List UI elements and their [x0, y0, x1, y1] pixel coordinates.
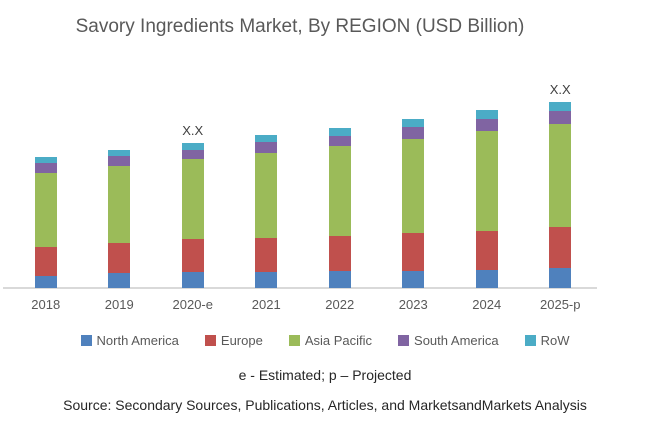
value-label-2025-p: X.X — [549, 81, 571, 97]
x-axis-label-2020-e: 2020-e — [172, 297, 213, 312]
bar-segment-south-america-2019 — [108, 156, 131, 166]
x-axis-label-2021: 2021 — [251, 297, 281, 312]
bar-segment-europe-2022 — [328, 236, 351, 271]
chart-title: Savory Ingredients Market, By REGION (US… — [75, 16, 525, 37]
bar-segment-south-america-2023 — [402, 127, 425, 139]
bar-segment-north-america-2022 — [328, 271, 351, 288]
bar-segment-europe-2019 — [108, 243, 131, 273]
bar-segment-north-america-2019 — [108, 273, 131, 288]
bar-segment-europe-2024 — [475, 231, 498, 270]
legend-swatch-icon — [80, 335, 92, 346]
bar-segment-north-america-2018 — [34, 276, 57, 288]
bar-segment-south-america-2025-p — [549, 111, 572, 124]
x-axis-label-2023: 2023 — [398, 297, 428, 312]
bar-segment-row-2020-e — [181, 142, 204, 150]
source-note: Source: Secondary Sources, Publications,… — [63, 397, 587, 413]
bar-segment-asia-pacific-2023 — [402, 138, 425, 233]
legend: North America Europe Asia Pacific South Ame… — [0, 333, 650, 348]
legend-swatch-icon — [524, 335, 536, 346]
bar-segment-south-america-2020-e — [181, 149, 204, 159]
bar-segment-row-2025-p — [549, 101, 572, 111]
bar-segment-north-america-2023 — [402, 271, 425, 288]
legend-item-north-america: North America — [80, 333, 179, 348]
legend-label: RoW — [540, 333, 570, 348]
legend-label: North America — [96, 333, 179, 348]
x-axis-label-2025-p: 2025-p — [540, 297, 581, 312]
bar-segment-north-america-2020-e — [181, 272, 204, 288]
bar-segment-north-america-2021 — [255, 272, 278, 288]
bar-segment-europe-2025-p — [549, 227, 572, 268]
legend-label: South America — [414, 333, 499, 348]
bar-segment-south-america-2022 — [328, 135, 351, 146]
bar-segment-south-america-2018 — [34, 162, 57, 173]
legend-item-europe: Europe — [204, 333, 263, 348]
value-label-2020-e: X.X — [182, 122, 204, 138]
bar-segment-asia-pacific-2018 — [34, 173, 57, 247]
x-axis-label-2018: 2018 — [31, 297, 61, 312]
x-axis-label-2022: 2022 — [325, 297, 355, 312]
bar-segment-asia-pacific-2024 — [475, 131, 498, 231]
bar-segment-south-america-2021 — [255, 142, 278, 153]
bar-segment-row-2023 — [402, 118, 425, 127]
legend-swatch-icon — [204, 335, 216, 346]
legend-item-row: RoW — [524, 333, 570, 348]
bar-segment-row-2022 — [328, 128, 351, 136]
bar-segment-north-america-2025-p — [549, 268, 572, 288]
bar-segment-south-america-2024 — [475, 118, 498, 131]
legend-swatch-icon — [398, 335, 410, 346]
x-axis-label-2024: 2024 — [472, 297, 502, 312]
bar-segment-north-america-2024 — [475, 270, 498, 288]
bar-segment-asia-pacific-2019 — [108, 165, 131, 243]
bar-segment-asia-pacific-2022 — [328, 146, 351, 236]
footnote-estimated-projected: e - Estimated; p – Projected — [238, 367, 412, 383]
bar-segment-europe-2021 — [255, 237, 278, 272]
legend-label: Europe — [220, 333, 263, 348]
bar-segment-asia-pacific-2021 — [255, 153, 278, 238]
bar-segment-europe-2023 — [402, 233, 425, 271]
bar-segment-asia-pacific-2020-e — [181, 159, 204, 239]
x-axis-label-2019: 2019 — [104, 297, 134, 312]
x-axis-line — [3, 287, 597, 289]
legend-label: Asia Pacific — [304, 333, 373, 348]
legend-swatch-icon — [288, 335, 300, 346]
legend-item-south-america: South America — [398, 333, 499, 348]
bar-segment-row-2018 — [34, 156, 57, 163]
bar-segment-row-2021 — [255, 135, 278, 142]
bar-segment-europe-2020-e — [181, 239, 204, 272]
legend-item-asia-pacific: Asia Pacific — [288, 333, 373, 348]
bar-segment-row-2019 — [108, 149, 131, 156]
bar-segment-europe-2018 — [34, 247, 57, 276]
bar-segment-row-2024 — [475, 110, 498, 119]
bar-segment-asia-pacific-2025-p — [549, 124, 572, 227]
